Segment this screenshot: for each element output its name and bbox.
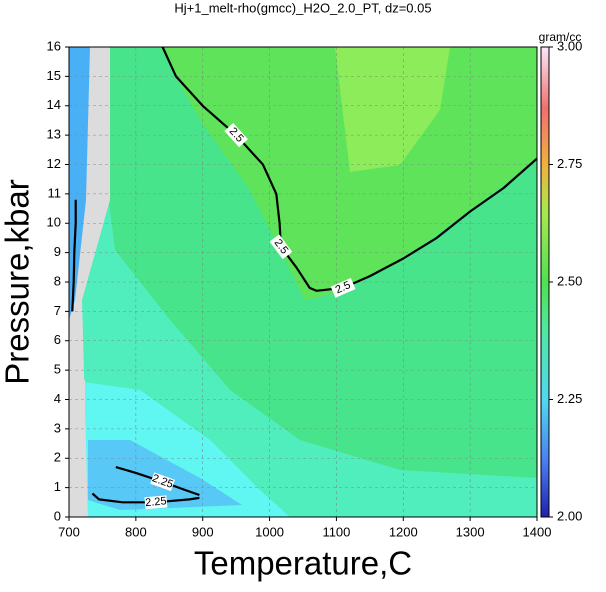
y-axis-title: Pressure,kbar bbox=[0, 179, 36, 384]
contour-label-bg bbox=[224, 122, 248, 148]
y-tick-label: 9 bbox=[54, 244, 61, 259]
y-tick-label: 13 bbox=[47, 127, 61, 142]
x-tick-label: 1400 bbox=[523, 524, 552, 539]
contour-label-bg bbox=[269, 234, 293, 260]
contour-label-group: 2.25 bbox=[144, 495, 168, 510]
x-tick-label: 700 bbox=[58, 524, 80, 539]
colorbar bbox=[540, 46, 550, 518]
y-tick-label: 3 bbox=[54, 420, 61, 435]
y-tick-label: 5 bbox=[54, 362, 61, 377]
y-tick-label: 12 bbox=[47, 156, 61, 171]
y-tick-label: 14 bbox=[47, 97, 61, 112]
x-tick-label: 1300 bbox=[456, 524, 485, 539]
contour-label: 2.25 bbox=[145, 495, 167, 509]
chart-title: Hj+1_melt-rho(gmcc)_H2O_2.0_PT, dz=0.05 bbox=[174, 0, 431, 15]
contour-label-bg bbox=[150, 472, 175, 492]
y-tick-label: 8 bbox=[54, 273, 61, 288]
y-tick-label: 15 bbox=[47, 68, 61, 83]
colorbar-tick-label: 2.25 bbox=[557, 391, 582, 406]
colorbar-tick-label: 2.50 bbox=[557, 273, 582, 288]
x-tick-label: 900 bbox=[192, 524, 214, 539]
contour-label-group: 2.5 bbox=[330, 277, 356, 298]
x-axis-title: Temperature,C bbox=[194, 545, 412, 582]
density-field bbox=[69, 47, 537, 517]
x-tick-label: 800 bbox=[125, 524, 147, 539]
contour-label: 2.5 bbox=[334, 279, 353, 296]
colorbar-label: gram/cc bbox=[539, 30, 582, 44]
colorbar-tick-label: 2.00 bbox=[557, 508, 582, 523]
colorbar-tick-label: 3.00 bbox=[557, 38, 582, 53]
x-tick-label: 1000 bbox=[255, 524, 284, 539]
y-tick-label: 1 bbox=[54, 479, 61, 494]
y-tick-label: 10 bbox=[47, 215, 61, 230]
colorbar-tick-label: 2.75 bbox=[557, 156, 582, 171]
y-tick-label: 7 bbox=[54, 303, 61, 318]
x-tick-label: 1200 bbox=[389, 524, 418, 539]
y-tick-label: 11 bbox=[48, 185, 62, 200]
x-tick-label: 1100 bbox=[322, 524, 350, 539]
y-tick-label: 6 bbox=[54, 332, 61, 347]
y-tick-label: 16 bbox=[47, 38, 61, 53]
y-tick-label: 4 bbox=[54, 391, 61, 406]
contour-label-bg bbox=[330, 277, 356, 298]
y-tick-label: 0 bbox=[54, 508, 61, 523]
y-tick-label: 2 bbox=[54, 450, 61, 465]
contour-label-bg bbox=[144, 495, 168, 510]
